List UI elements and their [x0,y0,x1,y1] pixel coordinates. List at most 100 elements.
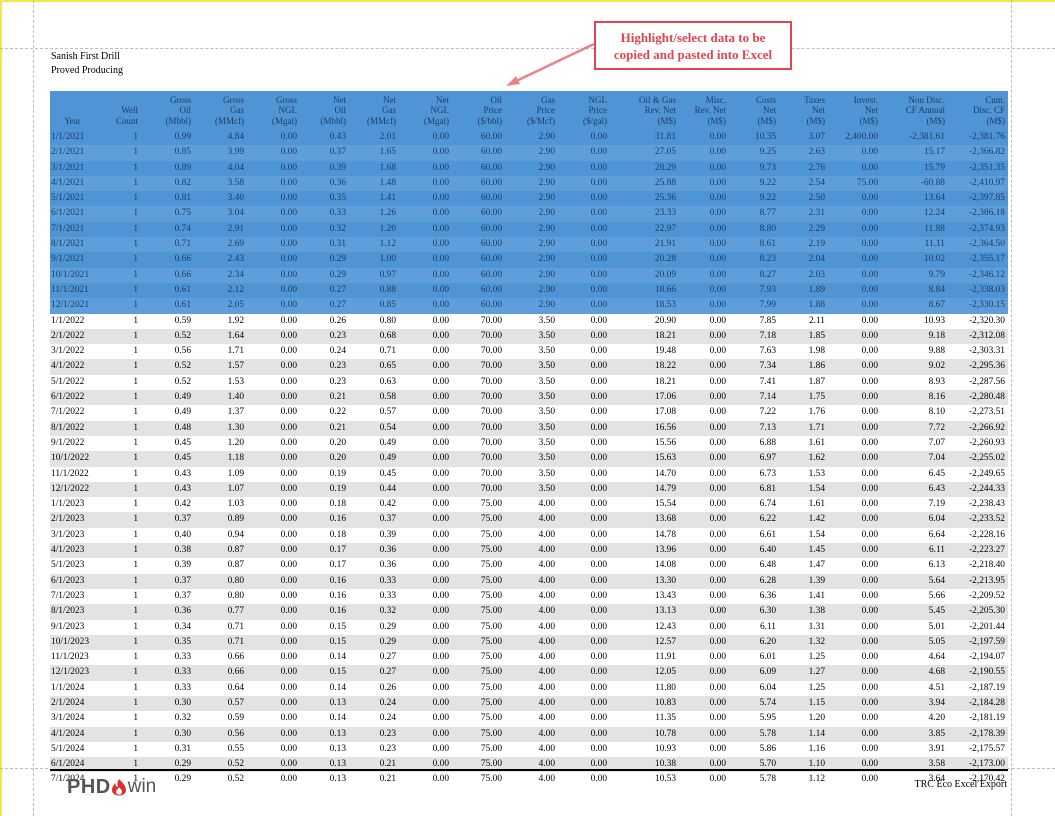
table-cell[interactable]: 0.66 [174,254,191,265]
table-cell[interactable]: 1 [98,588,141,605]
table-cell[interactable]: 4.00 [505,512,558,528]
table-cell[interactable]: -2,205.30 [948,604,1008,620]
table-cell[interactable]: 0.32 [329,223,346,234]
table-cell[interactable]: 0.37 [141,573,194,589]
table-cell[interactable]: 0.30 [141,726,194,742]
table-cell[interactable]: 6.88 [729,435,779,452]
table-cell[interactable]: 3/1/2023 [50,527,98,544]
table-row[interactable]: 12/1/2023 1 0.33 0.66 0.00 0.15 0.27 0.00 75.00 4… [50,665,1008,681]
table-cell[interactable]: 2/1/2024 [50,695,98,712]
table-cell[interactable]: 12.57 [610,634,679,651]
table-cell[interactable]: -2,209.52 [948,588,1008,605]
table-cell[interactable]: 0.00 [828,481,881,498]
table-cell[interactable]: 0.80 [349,313,399,329]
table-cell[interactable]: 6.45 [881,466,948,482]
table-cell[interactable]: 0.00 [828,405,881,421]
table-cell[interactable]: 3.50 [505,405,558,421]
table-cell[interactable]: 0.00 [399,405,452,421]
table-cell[interactable]: 21.91 [654,239,676,250]
table-cell[interactable]: 0.00 [432,193,449,204]
table-cell[interactable]: 10.78 [610,726,679,742]
table-cell[interactable]: 0.00 [247,313,300,329]
table-cell[interactable]: 2.19 [808,239,825,250]
table-cell[interactable]: 75.00 [452,527,505,544]
table-cell[interactable]: 0.00 [280,177,297,188]
table-cell[interactable]: 2.90 [538,132,555,142]
table-cell[interactable]: 2.69 [227,239,244,250]
table-cell[interactable]: 0.00 [432,300,449,311]
table-cell[interactable]: 1.54 [779,527,828,544]
table-cell[interactable]: 0.00 [709,254,726,265]
table-cell[interactable]: 0.29 [329,254,346,265]
table-cell[interactable]: 0.71 [194,634,247,651]
table-cell[interactable]: 0.00 [558,497,610,513]
table-cell[interactable]: 0.00 [399,512,452,528]
table-cell[interactable]: 0.00 [558,588,610,605]
table-cell[interactable]: 75.00 [452,726,505,742]
table-cell[interactable]: 0.00 [590,132,607,142]
table-cell[interactable]: 3/1/2024 [50,711,98,727]
table-cell[interactable]: 0.00 [247,741,300,758]
table-cell[interactable]: 0.00 [828,680,881,696]
table-cell[interactable]: 5.05 [881,634,948,651]
table-cell[interactable]: 0.89 [194,512,247,528]
table-cell[interactable]: 0.00 [679,405,729,421]
column-header[interactable]: Gross Oil (Mbbl) [165,94,192,126]
table-cell[interactable]: 0.59 [194,711,247,727]
table-cell[interactable]: 3.94 [881,695,948,712]
table-cell[interactable]: 5/1/2022 [50,374,98,391]
table-cell[interactable]: 0.21 [349,772,399,788]
table-cell[interactable]: 1.76 [779,405,828,421]
table-cell[interactable]: 1.53 [194,374,247,391]
table-cell[interactable]: 7.34 [729,359,779,375]
table-cell[interactable]: 0.57 [349,405,399,421]
table-cell[interactable]: 0.74 [174,223,191,234]
table-cell[interactable]: 0.00 [828,604,881,620]
table-cell[interactable]: 0.00 [828,451,881,467]
table-cell[interactable]: 8.27 [759,269,776,280]
table-cell[interactable]: 1.65 [379,147,396,158]
table-cell[interactable]: 4.68 [881,665,948,681]
table-cell[interactable]: 0.00 [590,208,607,219]
table-cell[interactable]: 3.07 [808,132,825,142]
table-cell[interactable]: 8.80 [759,223,776,234]
table-cell[interactable]: 1.20 [194,435,247,452]
table-cell[interactable]: 0.00 [247,435,300,452]
table-cell[interactable]: 2.05 [227,300,244,311]
table-cell[interactable]: 0.13 [300,695,349,712]
table-row[interactable]: 6/1/2022 1 0.49 1.40 0.00 0.21 0.58 0.00 70.00 3.… [50,390,1008,406]
table-cell[interactable]: 70.00 [452,390,505,406]
table-cell[interactable]: 2.91 [227,223,244,234]
table-cell[interactable]: 6.20 [729,634,779,651]
table-cell[interactable]: 0.54 [349,420,399,436]
table-cell[interactable]: 0.00 [247,497,300,513]
table-cell[interactable]: 0.00 [558,741,610,758]
table-cell[interactable]: 0.00 [828,558,881,574]
table-cell[interactable]: 0.00 [558,313,610,329]
table-cell[interactable]: 10.35 [754,132,776,142]
table-cell[interactable]: 4.00 [505,726,558,742]
table-cell[interactable]: 0.00 [558,558,610,574]
table-cell[interactable]: 0.00 [828,512,881,528]
table-cell[interactable]: 0.33 [329,208,346,219]
table-cell[interactable]: 4.84 [227,132,244,142]
table-cell[interactable]: 6.43 [881,481,948,498]
table-cell[interactable]: 60.00 [480,208,502,219]
table-cell[interactable]: 0.00 [828,374,881,391]
table-cell[interactable]: 0.00 [558,481,610,498]
table-cell[interactable]: 10/1/2022 [50,451,98,467]
table-cell[interactable]: 0.33 [349,573,399,589]
table-cell[interactable]: 0.00 [432,223,449,234]
table-cell[interactable]: 70.00 [452,451,505,467]
table-cell[interactable]: 1 [98,390,141,406]
table-cell[interactable]: 0.00 [558,726,610,742]
table-cell[interactable]: -2,228.16 [948,527,1008,544]
table-cell[interactable]: 0.71 [349,344,399,360]
table-cell[interactable]: 4/1/2022 [50,359,98,375]
table-cell[interactable]: 2.31 [808,208,825,219]
table-cell[interactable]: 0.29 [329,269,346,280]
table-cell[interactable]: 0.36 [349,543,399,559]
table-body[interactable]: 1/1/2021 1 0.99 4.84 0.00 0.43 2.01 0.00 60.00 2.… [50,130,1008,788]
table-cell[interactable]: 4/1/2023 [50,543,98,559]
table-cell[interactable]: -2,280.48 [948,390,1008,406]
